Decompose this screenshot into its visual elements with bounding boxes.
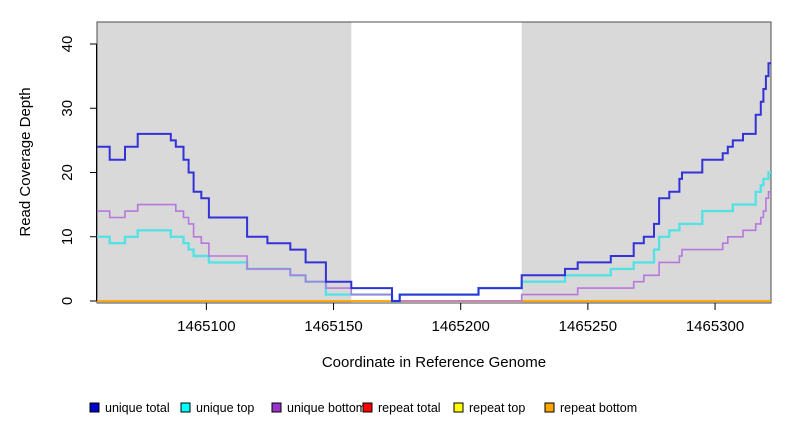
y-tick-label: 10 [59,228,76,245]
legend-label-repeat-total: repeat total [378,401,441,415]
legend-label-repeat-top: repeat top [469,401,525,415]
x-axis-title: Coordinate in Reference Genome [322,354,546,371]
series-line-unique-bottom [97,191,771,302]
legend-label-repeat-bottom: repeat bottom [560,401,637,415]
x-tick-label: 1465100 [177,318,235,335]
legend-swatch-repeat-total [362,402,373,413]
legend-swatch-unique-total [89,402,100,413]
legend-swatch-repeat-top [453,402,464,413]
x-tick-label: 1465150 [304,318,362,335]
y-axis-title: Read Coverage Depth [17,87,34,236]
legend-swatch-unique-bottom [271,402,282,413]
legend: unique total unique top unique bottom repea… [89,401,637,415]
y-tick-label: 0 [59,297,76,305]
legend-label-unique-total: unique total [105,401,170,415]
x-tick-label: 1465200 [432,318,490,335]
y-tick-label: 20 [59,164,76,181]
y-tick-label: 30 [59,100,76,117]
shaded-flank-region [97,22,352,303]
x-tick-label: 1465300 [686,318,744,335]
x-tick-label: 1465250 [559,318,617,335]
legend-label-unique-top: unique top [196,401,254,415]
legend-swatch-repeat-bottom [544,402,555,413]
legend-swatch-unique-top [180,402,191,413]
series-line-unique-total [97,62,771,302]
y-tick-label: 40 [59,36,76,53]
shaded-flank-region [521,22,771,303]
legend-label-unique-bottom: unique bottom [287,401,366,415]
